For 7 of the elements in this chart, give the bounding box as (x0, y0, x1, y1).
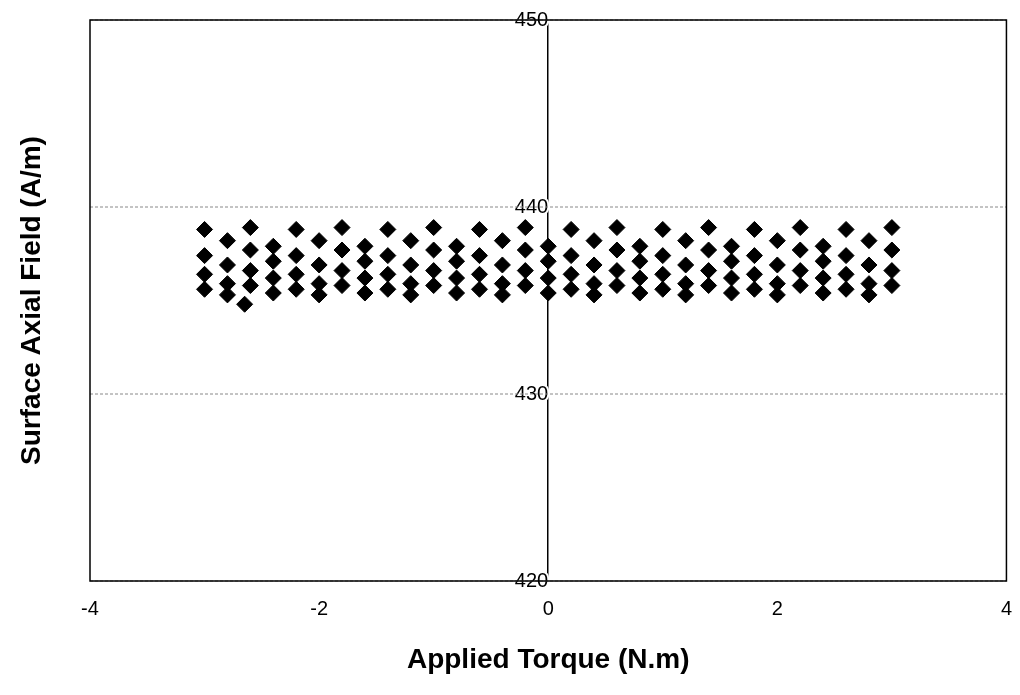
x-axis-title: Applied Torque (N.m) (406, 642, 690, 674)
x-tick-label: 4 (1000, 596, 1012, 619)
x-tick-label: 2 (771, 596, 783, 619)
x-tick-label: 0 (542, 596, 554, 619)
x-tick-label: -4 (81, 596, 99, 619)
y-axis-title: Surface Axial Field (A/m) (14, 136, 46, 465)
x-tick-label: -2 (310, 596, 329, 619)
